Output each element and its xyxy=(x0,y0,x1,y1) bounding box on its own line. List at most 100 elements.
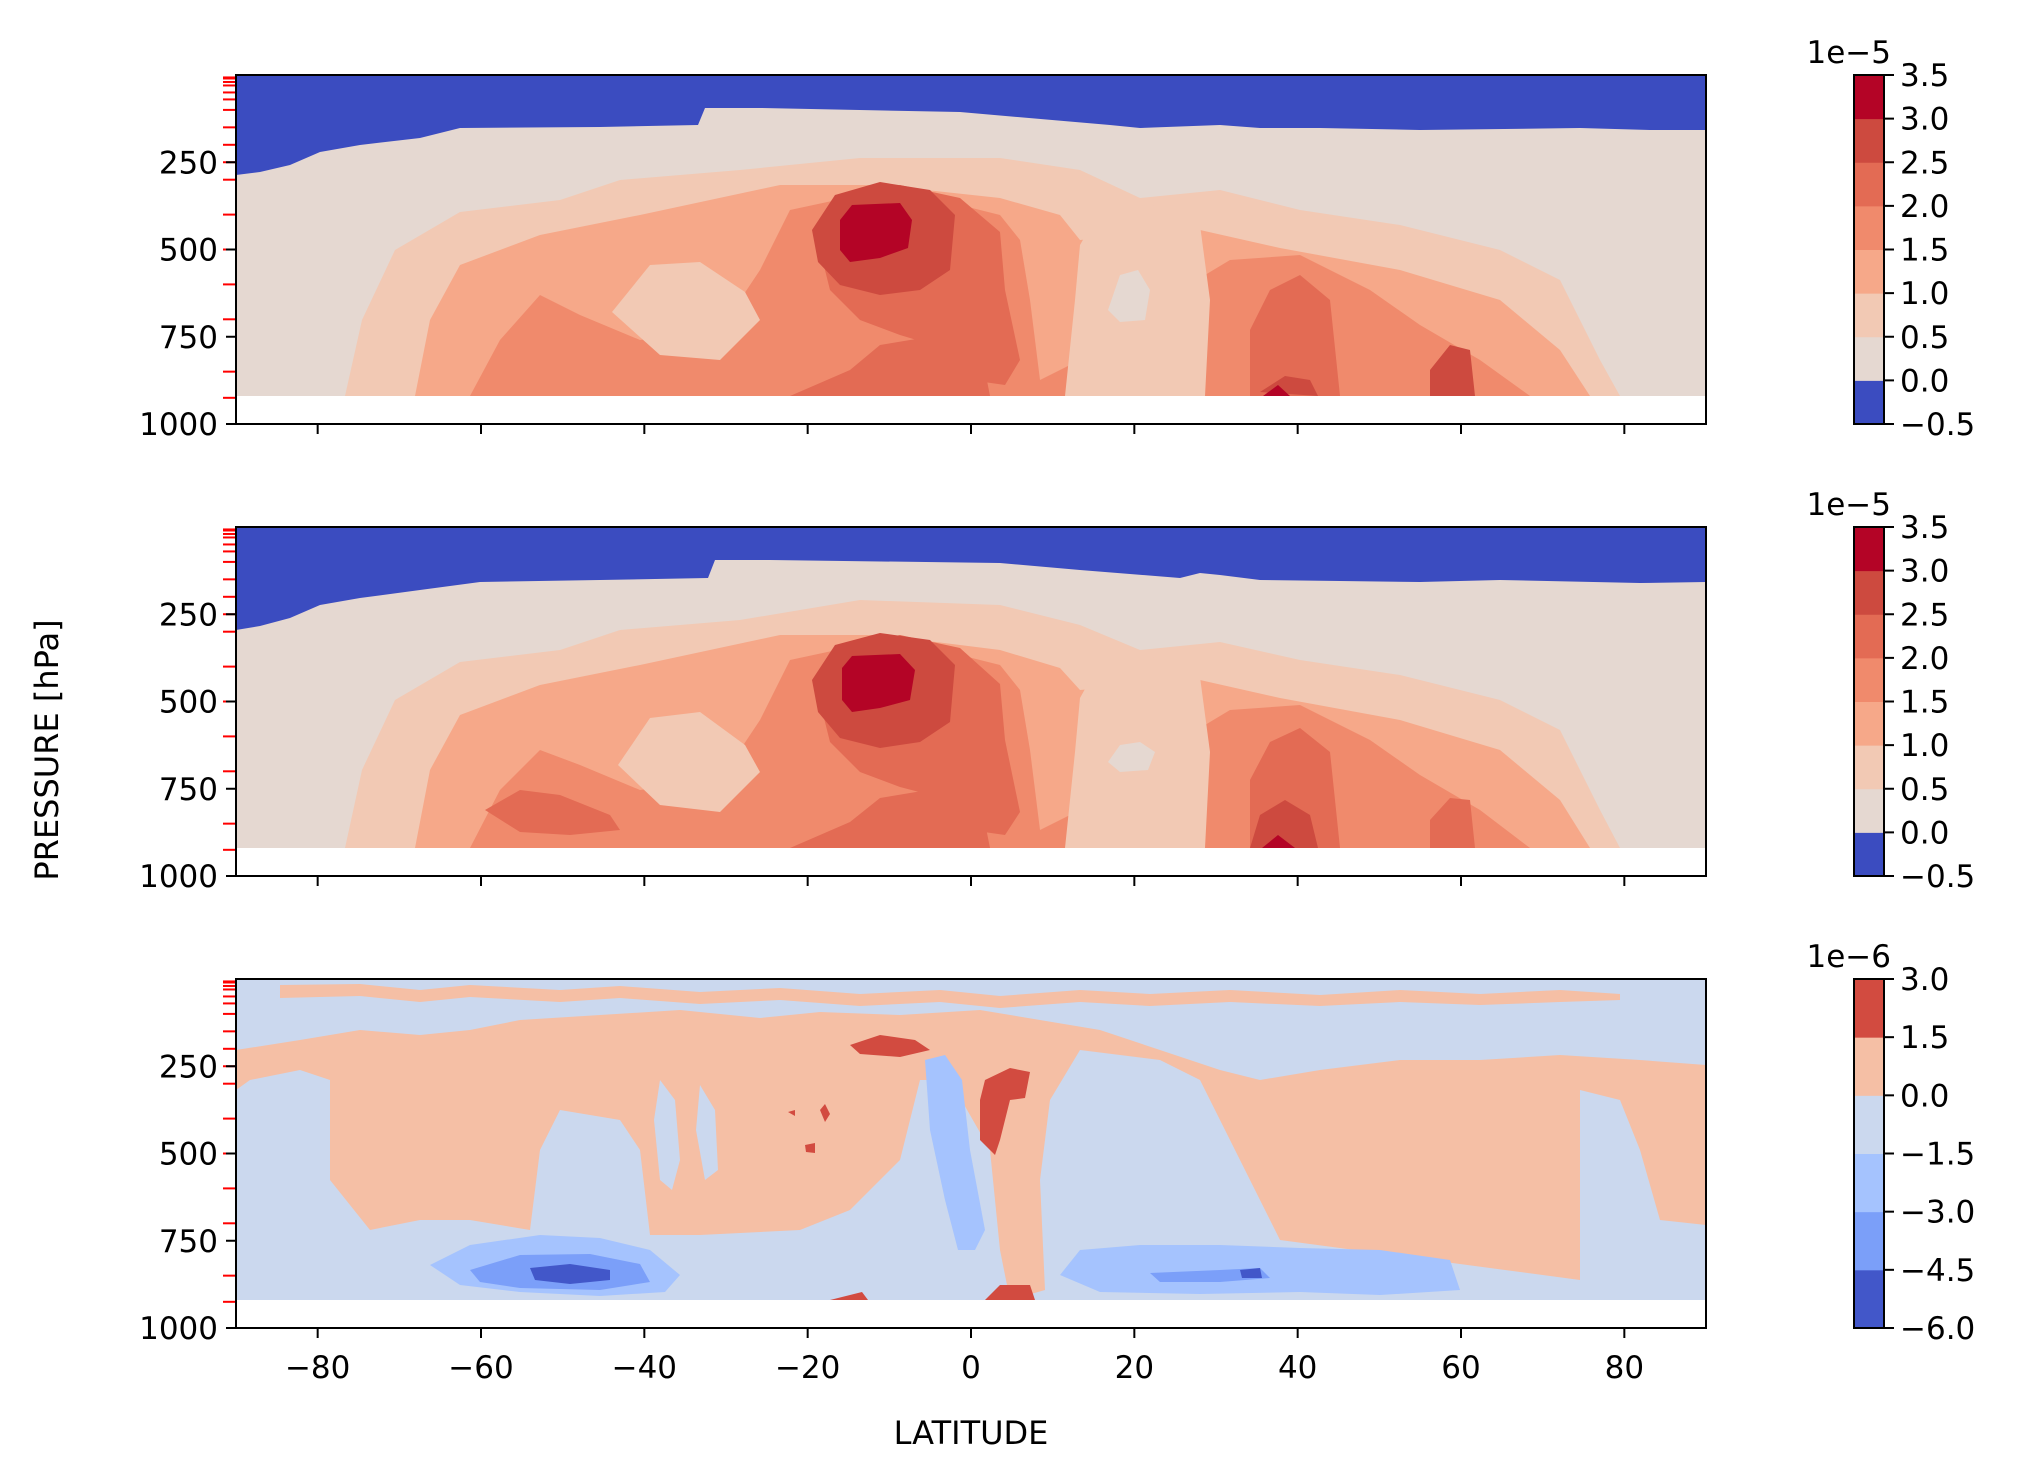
no-data-band xyxy=(236,848,1706,876)
x-tick-label: 40 xyxy=(1278,1350,1317,1386)
colorbar-swatch xyxy=(1854,249,1884,294)
y-tick-label: 1000 xyxy=(139,1311,218,1347)
colorbar-swatch xyxy=(1854,745,1884,790)
pressure-level-marks-middle xyxy=(223,528,235,851)
colorbar-swatch xyxy=(1854,118,1884,163)
y-axis-label: PRESSURE [hPa] xyxy=(28,619,66,880)
colorbar-tick-label: 3.5 xyxy=(1900,58,1949,94)
contour-band-neg1.5-0.0-lobe xyxy=(654,1080,718,1190)
colorbar-swatch xyxy=(1854,205,1884,250)
contour-band-3.0-3.5 xyxy=(840,203,1290,396)
colorbar-multiplier: 1e−5 xyxy=(1807,35,1892,71)
colorbar-swatch xyxy=(1854,832,1884,877)
colorbar-swatch xyxy=(1854,657,1884,702)
colorbar-tick-label: −0.5 xyxy=(1900,859,1975,895)
colorbar-tick-label: 1.5 xyxy=(1900,1020,1949,1056)
colorbar-tick-label: 2.5 xyxy=(1900,145,1949,181)
contour-band-3.0-3.5 xyxy=(842,654,1295,848)
contour-band-0.0-1.5-top xyxy=(280,984,1620,1008)
colorbar-swatch xyxy=(1854,614,1884,659)
contour-band-neg0.5-0.0 xyxy=(236,75,1706,175)
colorbar-swatch xyxy=(1854,788,1884,833)
colorbar-tick-label: 1.0 xyxy=(1900,276,1949,312)
colorbar-top: −0.5 0.0 0.5 1.0 1.5 2.0 2.5 3.0 3.51e−5 xyxy=(1807,35,1976,443)
colorbar-bottom: −6.0 −4.5 −3.0 −1.5 0.0 1.5 3.01e−6 xyxy=(1807,939,1976,1347)
colorbar-tick-label: 0.0 xyxy=(1900,363,1949,399)
contour-field-middle xyxy=(236,527,1706,876)
colorbar-multiplier: 1e−5 xyxy=(1807,487,1892,523)
x-tick-label: 60 xyxy=(1441,1350,1480,1386)
colorbar-tick-label: 0.5 xyxy=(1900,320,1949,356)
no-data-band xyxy=(236,396,1706,424)
pressure-level-marks-bottom xyxy=(223,980,235,1303)
colorbar-swatch xyxy=(1854,527,1884,572)
y-tick-label: 500 xyxy=(159,1137,218,1173)
colorbar-swatch xyxy=(1854,1211,1884,1271)
colorbar-tick-label: 3.0 xyxy=(1900,554,1949,590)
y-tick-label: 500 xyxy=(159,685,218,721)
contour-band-neg4.5-neg3.0 xyxy=(470,1254,1270,1290)
colorbar-swatch xyxy=(1854,1037,1884,1096)
contour-band-2.0-2.5 xyxy=(485,635,1475,848)
y-tick-label: 250 xyxy=(159,597,218,633)
y-tick-label: 500 xyxy=(159,233,218,269)
panel-top: 250 500 750 1000 xyxy=(139,74,1707,443)
colorbar-swatch xyxy=(1854,1153,1884,1213)
colorbar-swatch xyxy=(1854,1095,1884,1154)
contour-field-top xyxy=(236,75,1706,424)
x-ticks-top xyxy=(316,424,1626,434)
x-tick-label: −20 xyxy=(775,1350,840,1386)
contour-field-bottom xyxy=(236,979,1706,1328)
contour-band-0.0-0.5-patch xyxy=(1108,742,1155,772)
colorbar-tick-label: 0.0 xyxy=(1900,815,1949,851)
y-tick-label: 250 xyxy=(159,145,218,181)
colorbar-tick-label: −1.5 xyxy=(1900,1137,1975,1173)
x-ticks-middle xyxy=(316,876,1626,886)
y-tick-label: 750 xyxy=(159,772,218,808)
colorbar-swatch xyxy=(1854,979,1884,1038)
contour-band-0.5-1.0-patch xyxy=(618,712,760,812)
colorbar-swatch xyxy=(1854,1269,1884,1329)
colorbar-middle: −0.5 0.0 0.5 1.0 1.5 2.0 2.5 3.0 3.51e−5 xyxy=(1807,487,1976,895)
colorbar-tick-label: 2.5 xyxy=(1900,597,1949,633)
colorbar-tick-label: −0.5 xyxy=(1900,407,1975,443)
x-tick-label: −80 xyxy=(285,1350,350,1386)
colorbar-swatch xyxy=(1854,701,1884,746)
colorbar-tick-label: −3.0 xyxy=(1900,1195,1975,1231)
colorbar-tick-label: 3.5 xyxy=(1900,510,1949,546)
colorbar-tick-label: 2.0 xyxy=(1900,641,1949,677)
x-tick-label: −60 xyxy=(448,1350,513,1386)
y-tick-label: 750 xyxy=(159,1224,218,1260)
colorbar-tick-label: 0.5 xyxy=(1900,772,1949,808)
x-tick-label: 20 xyxy=(1115,1350,1154,1386)
contour-band-neg0.5-0.0 xyxy=(236,527,1706,630)
no-data-band xyxy=(236,1300,1706,1328)
y-ticks-top: 250 500 750 1000 xyxy=(139,145,236,443)
contour-band-2.5-3.0 xyxy=(812,633,1318,848)
pressure-level-marks-top xyxy=(223,76,235,399)
y-tick-label: 750 xyxy=(159,320,218,356)
y-ticks-middle: 250 500 750 1000 xyxy=(139,597,236,895)
contour-band-2.5-3.0 xyxy=(812,182,1475,396)
colorbar-swatch xyxy=(1854,293,1884,338)
panel-middle: 250 500 750 1000 xyxy=(139,526,1707,895)
y-tick-label: 250 xyxy=(159,1049,218,1085)
colorbar-tick-label: 2.0 xyxy=(1900,189,1949,225)
contour-band-neg3.0-neg1.5 xyxy=(925,1055,985,1250)
colorbar-tick-label: 1.0 xyxy=(1900,728,1949,764)
y-ticks-bottom: 250 500 750 1000 xyxy=(139,1049,236,1347)
x-axis-label: LATITUDE xyxy=(894,1414,1049,1452)
colorbar-tick-label: 3.0 xyxy=(1900,102,1949,138)
contour-band-0.0-0.5-patch xyxy=(1108,270,1150,322)
contour-band-0.5-1.0-patch xyxy=(612,262,760,360)
x-tick-label: 0 xyxy=(961,1350,981,1386)
contour-band-0.0-1.5 xyxy=(236,1010,1706,1300)
colorbar-tick-label: −4.5 xyxy=(1900,1253,1975,1289)
x-tick-label: 80 xyxy=(1605,1350,1644,1386)
colorbar-tick-label: 1.5 xyxy=(1900,685,1949,721)
colorbar-multiplier: 1e−6 xyxy=(1807,939,1892,975)
colorbar-tick-label: 3.0 xyxy=(1900,962,1949,998)
colorbar-tick-label: −6.0 xyxy=(1900,1311,1975,1347)
colorbar-swatch xyxy=(1854,75,1884,120)
colorbar-swatch xyxy=(1854,336,1884,381)
